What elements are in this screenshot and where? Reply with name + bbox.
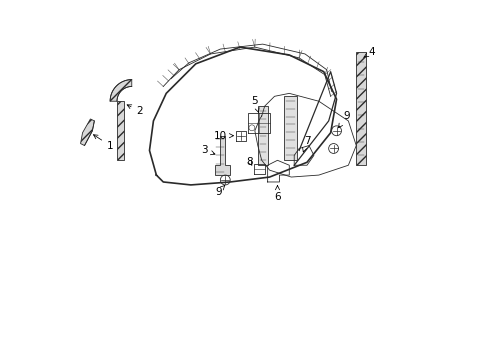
Text: 6: 6 (274, 186, 280, 202)
Polygon shape (257, 106, 267, 165)
Polygon shape (284, 96, 297, 160)
Text: 9: 9 (338, 111, 349, 128)
Polygon shape (215, 136, 230, 175)
Text: 5: 5 (251, 96, 259, 112)
Text: 4: 4 (363, 47, 375, 57)
Text: 9: 9 (215, 185, 224, 197)
Text: 3: 3 (201, 145, 215, 156)
Text: 1: 1 (93, 135, 113, 150)
Text: 10: 10 (213, 131, 233, 141)
Polygon shape (356, 52, 366, 165)
Polygon shape (117, 101, 123, 160)
Text: 2: 2 (127, 105, 142, 116)
Polygon shape (110, 80, 131, 101)
Polygon shape (81, 119, 94, 145)
Text: 7: 7 (302, 136, 310, 152)
Text: 8: 8 (246, 157, 253, 167)
